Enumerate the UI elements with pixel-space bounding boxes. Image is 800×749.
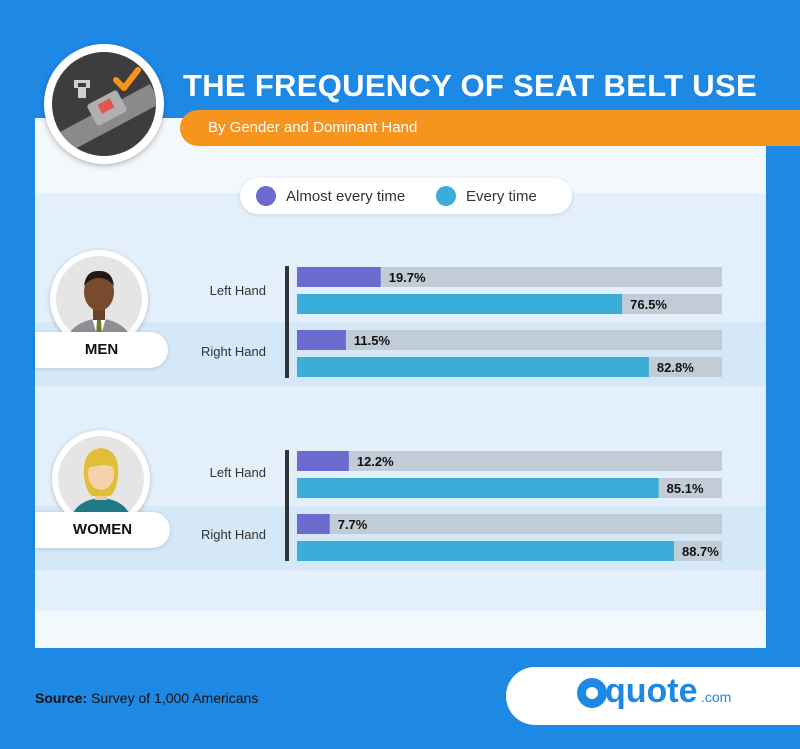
axis-women (285, 450, 289, 561)
seat-belt-check-icon (44, 44, 164, 164)
chart-legend: Almost every time Every time (240, 178, 572, 214)
row-label: Left Hand (209, 283, 266, 298)
row-label: Right Hand (200, 344, 266, 359)
chart-title: THE FREQUENCY OF SEAT BELT USE (183, 68, 757, 103)
brand-name: quote (605, 672, 698, 710)
woman-avatar-icon (52, 430, 150, 528)
legend-swatch (436, 186, 456, 206)
legend-label: Every time (466, 187, 537, 205)
legend-swatch (256, 186, 276, 206)
quote-logo-icon (577, 678, 607, 708)
chart-subtitle: By Gender and Dominant Hand (208, 119, 418, 136)
legend-label: Almost every time (286, 187, 406, 205)
source-label: Source: (35, 690, 88, 706)
legend-item-every-time: Every time (436, 186, 537, 206)
legend-item-almost-every-time: Almost every time (256, 186, 405, 206)
man-avatar-icon (50, 250, 148, 348)
axis-men (285, 266, 289, 378)
group-label-women: WOMEN (35, 512, 170, 548)
source-text: Survey of 1,000 Americans (87, 690, 259, 706)
brand-badge (506, 667, 800, 725)
brand-tld: .com (701, 689, 732, 705)
group-label-men: MEN (35, 332, 168, 368)
source-note: Source: Survey of 1,000 Americans (35, 690, 258, 706)
row-label: Left Hand (209, 465, 266, 480)
subtitle-banner (180, 110, 800, 146)
row-label: Right Hand (200, 527, 266, 542)
